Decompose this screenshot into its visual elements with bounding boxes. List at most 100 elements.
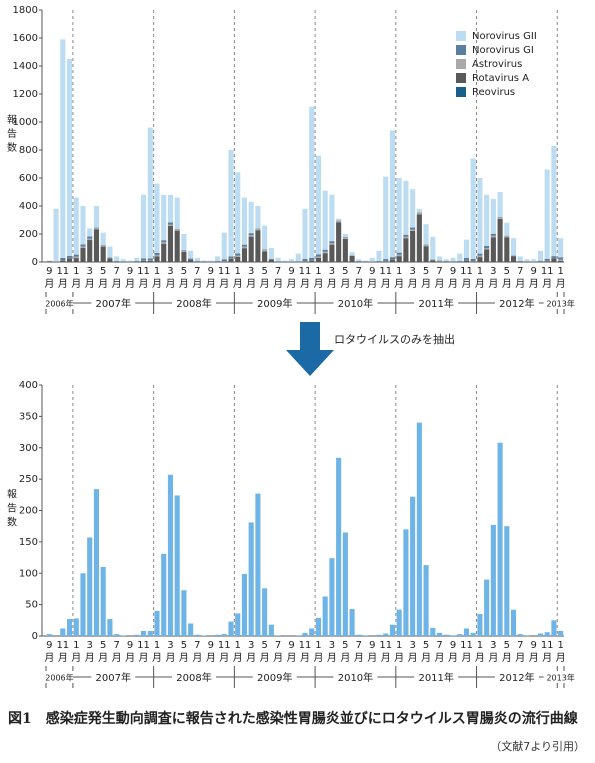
bar xyxy=(490,524,496,636)
bar-segment xyxy=(87,236,93,239)
year-label-bg xyxy=(333,671,378,683)
caption-text: 感染症発生動向調査に報告された感染性胃腸炎並びにロタウイルス胃腸炎の流行曲線 xyxy=(45,711,578,727)
bar-segment xyxy=(315,257,322,262)
bar-segment xyxy=(120,259,126,262)
bar-segment xyxy=(457,253,463,261)
bar-segment xyxy=(336,222,342,262)
year-label-bg xyxy=(172,671,216,683)
y-tick-label: 400 xyxy=(19,201,38,212)
bar-segment xyxy=(167,226,174,262)
bar-segment xyxy=(477,253,483,256)
bar xyxy=(329,558,335,636)
bar-segment xyxy=(470,158,476,259)
y-tick-label: 1600 xyxy=(13,33,38,44)
bar-segment xyxy=(430,236,436,260)
y-tick-label: 200 xyxy=(19,229,38,240)
bar-segment xyxy=(383,261,389,262)
bar-segment xyxy=(73,197,79,255)
bar-segment xyxy=(248,235,254,237)
bar-segment xyxy=(403,234,409,237)
y-tick-label: 800 xyxy=(19,145,38,156)
bar-segment xyxy=(228,150,234,257)
bar xyxy=(255,493,261,636)
bar-segment xyxy=(430,260,436,262)
bar-segment xyxy=(315,155,322,255)
x-tick-label: 11 月 xyxy=(218,640,231,664)
bar-segment xyxy=(450,257,456,262)
bar xyxy=(188,623,194,636)
year-label-bg xyxy=(91,297,136,309)
bar-segment xyxy=(383,176,389,260)
bar xyxy=(100,566,106,636)
x-tick-label: 11 月 xyxy=(218,266,231,290)
bar-segment xyxy=(504,236,510,238)
x-tick-label: 11 月 xyxy=(379,266,392,290)
bar-segment xyxy=(161,242,167,244)
bar-segment xyxy=(221,232,227,260)
y-tick-label: 0 xyxy=(32,257,38,268)
bar xyxy=(497,442,503,636)
year-label: 2007年 xyxy=(96,671,131,684)
bar-segment xyxy=(403,180,409,235)
bar-segment xyxy=(416,208,422,213)
bar-segment xyxy=(362,260,369,262)
bar xyxy=(423,565,429,636)
y-tick-label: 1200 xyxy=(13,89,38,100)
x-tick-label: 11 月 xyxy=(56,266,69,290)
bar-segment xyxy=(396,256,402,262)
bar-segment xyxy=(443,259,449,262)
y-tick-label: 1800 xyxy=(13,5,38,16)
bar xyxy=(154,610,160,636)
bar-segment xyxy=(302,258,308,262)
bar-segment xyxy=(537,261,544,262)
bar-segment xyxy=(558,260,564,262)
bar-segment xyxy=(140,258,147,261)
x-tick-label: 11 月 xyxy=(299,640,312,664)
x-tick-label: 11 月 xyxy=(379,640,392,664)
bar-segment xyxy=(510,238,517,256)
year-label-bg xyxy=(252,671,297,683)
bar-segment xyxy=(295,253,301,262)
legend-swatch xyxy=(456,45,466,55)
bar-segment xyxy=(60,257,66,261)
bar-segment xyxy=(463,257,470,261)
bar-segment xyxy=(154,183,160,253)
year-label-bg xyxy=(172,297,216,309)
bar xyxy=(450,635,456,636)
bar xyxy=(80,573,86,636)
bar-segment xyxy=(181,250,187,252)
bar xyxy=(484,579,490,636)
bar-segment xyxy=(248,236,254,262)
legend-swatch xyxy=(456,31,466,41)
bar-segment xyxy=(268,259,274,262)
bar xyxy=(558,630,564,636)
bar xyxy=(114,634,120,636)
bar-segment xyxy=(322,251,328,254)
bar-segment xyxy=(53,208,59,262)
x-tick-label: 11 月 xyxy=(460,640,473,664)
bar-segment xyxy=(100,246,106,262)
bar-segment xyxy=(248,233,254,236)
x-tick-label: 11 月 xyxy=(299,266,312,290)
year-label-bg xyxy=(414,297,459,309)
year-label: 2009年 xyxy=(257,671,292,684)
bar-segment xyxy=(504,237,510,262)
bar xyxy=(241,573,248,636)
bar-segment xyxy=(93,206,100,228)
